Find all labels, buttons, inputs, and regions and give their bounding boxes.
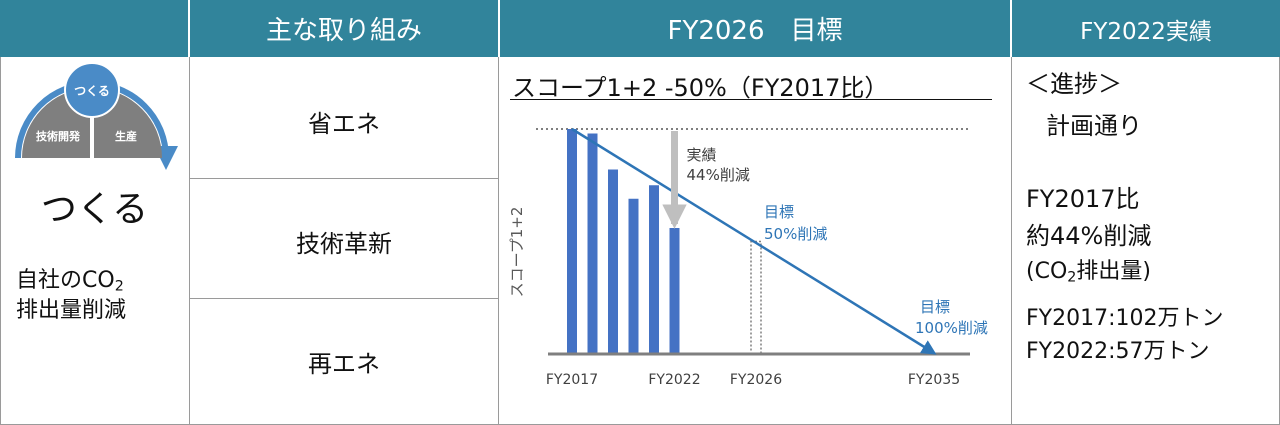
x-tick-label-FY2022: FY2022 [648, 372, 700, 388]
header-target-label: FY2026 目標 [667, 16, 843, 46]
emission-suffix: 排出量) [1076, 259, 1151, 284]
tsukuru-badge: つくる 技術開発 生産 [15, 62, 178, 170]
header-approach: 主な取り組み [190, 0, 498, 57]
bar-FY2021 [649, 185, 659, 354]
bar-FY2019 [608, 169, 618, 354]
grid-line [189, 178, 499, 179]
reduction-line1: FY2017比 [1026, 185, 1140, 213]
emission-note: (CO2排出量) [1026, 253, 1151, 286]
progress-value: 計画通り [1046, 112, 1142, 140]
bar-FY2018 [587, 133, 598, 354]
reduction-line2: 約44%削減 [1026, 222, 1152, 250]
target-trend-arrow [571, 127, 937, 355]
target-annotation-line1: 目標 [764, 203, 794, 221]
progress-label: ＜進捗＞ [1026, 70, 1122, 98]
actual-annotation-line1: 実績 [687, 146, 717, 164]
target-bar-FY2026 [750, 240, 762, 355]
badge-center-circle [64, 62, 120, 118]
x-tick-label-FY2017: FY2017 [546, 372, 598, 388]
grid-line [189, 57, 190, 425]
grid-line [189, 298, 499, 299]
fy2022-emission: FY2022:57万トン [1026, 339, 1210, 364]
emission-subscript: 2 [1067, 269, 1077, 286]
target-annotation-line2: 50%削減 [764, 225, 827, 243]
badge-right-label: 生産 [115, 129, 137, 143]
bar-FY2017 [567, 129, 577, 354]
badge-top-label: つくる [74, 84, 110, 98]
x-tick-label-FY2035: FY2035 [908, 372, 960, 388]
fy2017-emission: FY2017:102万トン [1026, 306, 1224, 331]
grid-line [1011, 57, 1012, 425]
header-corner [0, 0, 188, 57]
left-desc-subscript: 2 [114, 278, 124, 295]
header-result-label: FY2022実績 [1080, 18, 1212, 45]
header-target: FY2026 目標 [500, 0, 1010, 57]
left-desc-prefix: 自社のCO [16, 268, 115, 293]
approach-item-renewable: 再エネ [308, 350, 380, 378]
target2035-annotation-line1: 目標 [920, 298, 950, 316]
grid-line [0, 57, 1, 425]
badge-left-label: 技術開発 [36, 129, 81, 143]
x-tick-label-FY2026: FY2026 [730, 372, 782, 388]
approach-item-innovation: 技術革新 [296, 230, 392, 258]
target-heading: スコープ1+2 -50%（FY2017比） [512, 74, 889, 102]
target2035-annotation-line2: 100%削減 [915, 319, 988, 337]
target-heading-underline [510, 99, 992, 100]
actual-annotation-line2: 44%削減 [687, 166, 750, 184]
left-title: つくる [40, 189, 149, 230]
header-approach-label: 主な取り組み [265, 16, 422, 46]
y-axis-label: スコープ1+2 [508, 207, 526, 298]
header-result: FY2022実績 [1012, 0, 1280, 57]
left-desc-line2: 排出量削減 [16, 298, 127, 323]
grid-line [498, 57, 499, 425]
emission-prefix: (CO [1026, 259, 1068, 284]
left-desc-line1: 自社のCO2 [16, 262, 124, 295]
bar-FY2020 [628, 198, 639, 354]
approach-item-energy-saving: 省エネ [308, 110, 380, 138]
bar-FY2022 [669, 228, 680, 354]
